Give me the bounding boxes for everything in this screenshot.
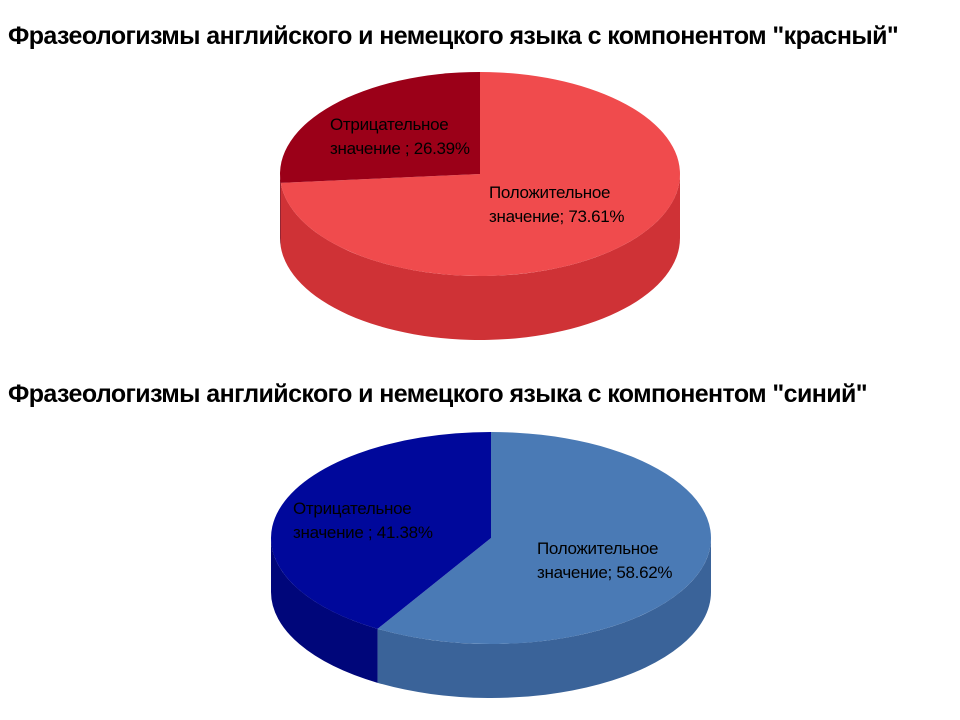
data-label: Положительное значение; 73.61% (489, 183, 624, 226)
pie-slice-0 (377, 432, 711, 644)
pie-side-1 (271, 538, 378, 683)
data-label: Положительное значение; 58.62% (537, 539, 672, 582)
data-label: Отрицательное значение ; 26.39% (330, 115, 470, 158)
pie-chart-red: Положительное значение; 73.61% Отрицательн… (279, 72, 680, 340)
pie-slice-0 (280, 72, 680, 276)
chart-title: Фразеологизмы английского и немецкого яз… (8, 380, 868, 408)
data-label: Отрицательное значение ; 41.38% (293, 499, 433, 542)
pie-slice-1 (279, 72, 480, 183)
pie-slice-1 (271, 432, 491, 629)
pie-chart-blue: Положительное значение; 58.62% Отрицательн… (271, 432, 711, 698)
pie-side-1 (280, 174, 281, 247)
pie-side-0 (280, 174, 680, 340)
pie-side-0 (377, 538, 711, 698)
chart-title: Фразеологизмы английского и немецкого яз… (8, 22, 899, 50)
